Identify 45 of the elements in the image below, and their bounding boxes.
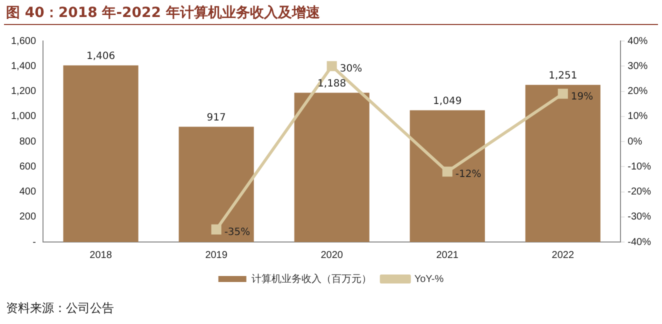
- bar: [178, 126, 254, 242]
- x-tick-label: 2021: [436, 250, 459, 261]
- point: [442, 166, 452, 177]
- y-tick-label: 600: [19, 161, 36, 172]
- data-label: 30%: [340, 64, 362, 75]
- data-label: -35%: [224, 227, 250, 238]
- y2-tick-label: 30%: [628, 60, 648, 72]
- y-tick-label: 800: [19, 136, 36, 148]
- y2-tick-label: -30%: [628, 212, 652, 223]
- bar: [63, 65, 138, 242]
- chart-title: 图 40：2018 年-2022 年计算机业务收入及增速: [6, 4, 320, 22]
- data-label: 1,406: [86, 50, 116, 62]
- data-label: 1,251: [548, 70, 578, 82]
- legend-label: YoY-%: [414, 274, 444, 285]
- point: [558, 88, 568, 99]
- y2-tick-label: 0%: [628, 136, 642, 148]
- bar: [525, 84, 600, 242]
- x-tick-label: 2019: [205, 250, 228, 261]
- data-label: -12%: [455, 169, 482, 180]
- y-tick-label: 1,400: [10, 60, 36, 72]
- y2-tick-label: 10%: [628, 111, 648, 122]
- data-label: 1,188: [318, 78, 346, 90]
- point: [326, 61, 337, 72]
- point: [211, 224, 222, 234]
- y-tick-label: 1,600: [10, 36, 36, 47]
- data-label: 19%: [570, 91, 594, 102]
- x-tick-label: 2018: [90, 250, 112, 261]
- y2-tick-label: 40%: [628, 36, 648, 47]
- y-tick-label: 1,000: [10, 111, 36, 122]
- y-tick-label: 200: [19, 212, 36, 223]
- y-tick-label: -: [32, 236, 36, 248]
- legend-label: 计算机业务收入（百万元）: [251, 272, 372, 285]
- x-tick-label: 2022: [552, 250, 574, 261]
- y2-tick-label: 20%: [628, 86, 648, 97]
- bar: [410, 110, 485, 242]
- y-tick-label: 400: [19, 186, 36, 198]
- y-tick-label: 1,200: [10, 86, 36, 97]
- y2-tick-label: -40%: [628, 236, 652, 248]
- y2-tick-label: -10%: [628, 161, 652, 172]
- y2-tick-label: -20%: [628, 186, 652, 198]
- data-label: 917: [206, 112, 226, 124]
- x-tick-label: 2020: [320, 250, 344, 261]
- text: 资料来源：公司公告: [6, 300, 114, 317]
- bar: [294, 92, 370, 242]
- data-label: 1,049: [433, 96, 462, 107]
